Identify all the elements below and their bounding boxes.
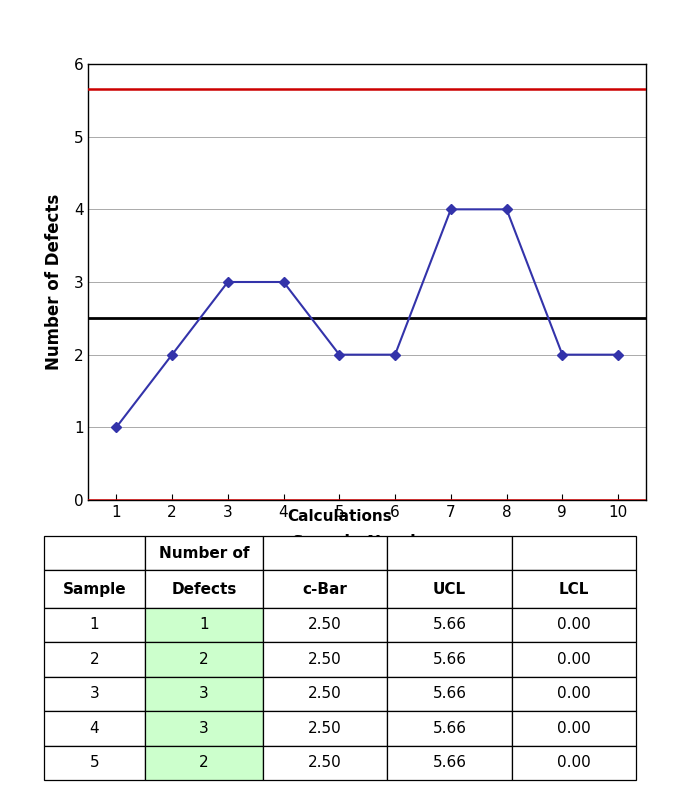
Text: 2.50: 2.50 bbox=[308, 686, 342, 702]
Text: 2.50: 2.50 bbox=[308, 755, 342, 770]
Text: 3: 3 bbox=[199, 721, 209, 736]
Text: 4: 4 bbox=[90, 721, 99, 736]
Text: UCL: UCL bbox=[433, 582, 466, 597]
Text: 2.50: 2.50 bbox=[308, 721, 342, 736]
Text: 2: 2 bbox=[199, 652, 209, 667]
Text: 1: 1 bbox=[199, 618, 209, 632]
Text: 5.66: 5.66 bbox=[432, 686, 466, 702]
Text: 5.66: 5.66 bbox=[432, 721, 466, 736]
Text: Calculations: Calculations bbox=[288, 509, 392, 524]
Text: 5.66: 5.66 bbox=[432, 755, 466, 770]
Text: 2.50: 2.50 bbox=[308, 652, 342, 667]
Text: 0.00: 0.00 bbox=[557, 618, 590, 632]
Text: c-Bar: c-Bar bbox=[303, 582, 347, 597]
Text: LCL: LCL bbox=[558, 582, 589, 597]
Text: Defects: Defects bbox=[171, 582, 237, 597]
Text: 0.00: 0.00 bbox=[557, 755, 590, 770]
Text: 0.00: 0.00 bbox=[557, 652, 590, 667]
Text: 0.00: 0.00 bbox=[557, 721, 590, 736]
Text: 5.66: 5.66 bbox=[432, 618, 466, 632]
Text: Number of: Number of bbox=[158, 546, 249, 561]
X-axis label: Sample Number: Sample Number bbox=[292, 534, 442, 552]
Text: 5.66: 5.66 bbox=[432, 652, 466, 667]
Text: 2: 2 bbox=[90, 652, 99, 667]
Text: 5: 5 bbox=[90, 755, 99, 770]
Text: 3: 3 bbox=[199, 686, 209, 702]
Text: 0.00: 0.00 bbox=[557, 686, 590, 702]
Text: 3: 3 bbox=[90, 686, 99, 702]
Text: 2: 2 bbox=[199, 755, 209, 770]
Text: 1: 1 bbox=[90, 618, 99, 632]
Y-axis label: Number of Defects: Number of Defects bbox=[45, 194, 63, 370]
Text: Sample: Sample bbox=[63, 582, 126, 597]
Text: 2.50: 2.50 bbox=[308, 618, 342, 632]
